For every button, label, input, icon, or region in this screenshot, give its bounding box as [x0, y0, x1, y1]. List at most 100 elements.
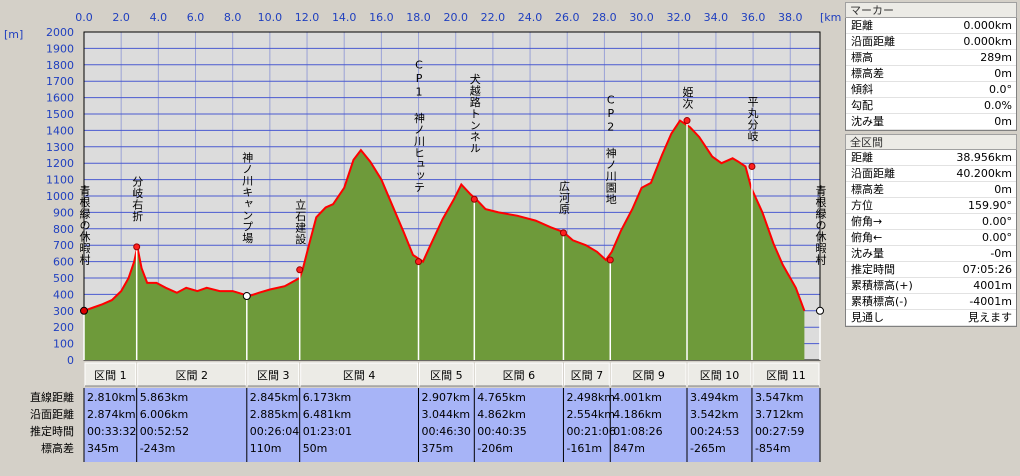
waypoint-marker	[559, 229, 567, 237]
table-row-label: 推定時間	[30, 424, 74, 438]
segment-cell: 2.554km	[566, 408, 615, 421]
marker-row: 距離 0.000km	[846, 18, 1016, 34]
segment-cell: 5.863km	[140, 391, 189, 404]
y-tick-label: 1000	[46, 190, 74, 203]
total-value: 07:05:26	[962, 263, 1012, 276]
x-tick-label: 0.0	[75, 11, 93, 24]
waypoint-label: 立石建設	[294, 198, 307, 245]
waypoint-label: 神ノ川キャンプ場	[241, 151, 254, 245]
segment-cell: 00:52:52	[140, 425, 189, 438]
segment-header-label: 区間 9	[632, 369, 665, 382]
waypoint-marker	[748, 162, 756, 170]
segment-cell: 3.494km	[690, 391, 739, 404]
marker-key: 沈み量	[851, 115, 884, 128]
marker-value: 0m	[994, 67, 1012, 80]
total-row: 方位 159.90°	[846, 198, 1016, 214]
marker-value: 0.0°	[989, 83, 1012, 96]
y-tick-label: 1800	[46, 59, 74, 72]
marker-key: 標高	[851, 51, 873, 64]
y-tick-label: 700	[53, 239, 74, 252]
total-row: 俯角← 0.00°	[846, 230, 1016, 246]
waypoint-label: 平丸分岐	[746, 96, 759, 142]
segment-cell: 375m	[422, 442, 454, 455]
segment-cell: 4.765km	[477, 391, 526, 404]
segment-cell: 6.481km	[303, 408, 352, 421]
marker-row: 標高 289m	[846, 50, 1016, 66]
segment-header-label: 区間 5	[430, 369, 463, 382]
y-tick-label: 500	[53, 272, 74, 285]
x-tick-label: 6.0	[187, 11, 205, 24]
x-tick-label: 38.0	[778, 11, 803, 24]
marker-key: 標高差	[851, 67, 884, 80]
segment-header-label: 区間 1	[94, 369, 127, 382]
total-value: -0m	[990, 247, 1012, 260]
y-tick-label: 1100	[46, 174, 74, 187]
y-tick-label: 800	[53, 223, 74, 236]
x-tick-label: 26.0	[555, 11, 580, 24]
x-tick-label: 18.0	[406, 11, 431, 24]
total-value: 4001m	[973, 279, 1012, 292]
segment-header-label: 区間 11	[766, 369, 806, 382]
segment-cell: 00:33:32	[87, 425, 136, 438]
waypoint-label: 犬越路トンネル	[468, 72, 481, 154]
total-key: 累積標高(+)	[851, 279, 913, 292]
y-tick-label: 100	[53, 338, 74, 351]
segment-cell: 3.044km	[422, 408, 471, 421]
y-tick-label: 900	[53, 206, 74, 219]
waypoint-marker	[683, 117, 691, 125]
x-tick-label: 22.0	[481, 11, 506, 24]
marker-title: マーカー	[845, 2, 1017, 18]
segment-cell: 00:40:35	[477, 425, 526, 438]
marker-table: 距離 0.000km 沿面距離 0.000km 標高 289m 標高差 0m 傾斜 0.0° 勾配 0…	[845, 18, 1017, 131]
x-tick-label: 10.0	[258, 11, 283, 24]
waypoint-marker	[80, 306, 88, 315]
marker-key: 傾斜	[851, 83, 873, 96]
segment-header-label: 区間 6	[503, 369, 536, 382]
x-tick-label: 4.0	[150, 11, 168, 24]
segment-cell: 847m	[613, 442, 645, 455]
segment-cell: 2.874km	[87, 408, 136, 421]
total-row: 俯角→ 0.00°	[846, 214, 1016, 230]
x-tick-label: 24.0	[518, 11, 543, 24]
x-tick-label: 14.0	[332, 11, 357, 24]
x-tick-label: 28.0	[592, 11, 617, 24]
total-row: 見通し 見えます	[846, 310, 1016, 326]
elevation-profile-chart: 0.0 2.0 4.0 6.0 8.0 10.0 12.0 14.0 16.0 18.0 20.0 2…	[0, 11, 842, 462]
marker-key: 勾配	[851, 99, 873, 112]
total-row: 標高差 0m	[846, 182, 1016, 198]
total-row: 推定時間 07:05:26	[846, 262, 1016, 278]
total-box: 全区間 距離 38.956km 沿面距離 40.200km 標高差 0m 方位 159.90°…	[845, 134, 1017, 327]
marker-row: 傾斜 0.0°	[846, 82, 1016, 98]
segment-cell: 6.006km	[140, 408, 189, 421]
total-key: 方位	[851, 199, 873, 212]
segment-header-label: 区間 10	[700, 369, 740, 382]
total-value: 0m	[994, 183, 1012, 196]
total-row: 累積標高(+) 4001m	[846, 278, 1016, 294]
x-axis-ticks: 0.0 2.0 4.0 6.0 8.0 10.0 12.0 14.0 16.0 18.0 20.0 2…	[75, 11, 802, 24]
info-panel: マーカー 距離 0.000km 沿面距離 0.000km 標高 289m 標高差 0m 傾斜 0.…	[843, 0, 1020, 476]
x-tick-label: 20.0	[443, 11, 468, 24]
total-key: 見通し	[851, 311, 884, 324]
marker-value: 0.000km	[963, 19, 1012, 32]
y-axis-ticks: 0 100 200 300 400 500 600 700 800 900 1000 1100 1200…	[46, 26, 74, 367]
segment-header-label: 区間 4	[343, 369, 376, 382]
total-key: 標高差	[851, 183, 884, 196]
total-row: 沿面距離 40.200km	[846, 166, 1016, 182]
total-value: 40.200km	[956, 167, 1012, 180]
total-key: 沿面距離	[851, 167, 895, 180]
segment-cell: 2.810km	[87, 391, 136, 404]
y-tick-label: 600	[53, 256, 74, 269]
x-tick-label: 16.0	[369, 11, 394, 24]
segment-cell: 00:27:59	[755, 425, 804, 438]
waypoint-marker	[816, 306, 824, 315]
total-value: -4001m	[969, 295, 1012, 308]
total-row: 距離 38.956km	[846, 150, 1016, 166]
segment-cell: 2.498km	[566, 391, 615, 404]
segment-cell: 50m	[303, 442, 328, 455]
marker-key: 沿面距離	[851, 35, 895, 48]
waypoints: 青根緑の休暇村 分岐右折 神ノ川キャンプ場 立石建設 CP1 神ノ川ヒュッテ 犬越路トンネ…	[78, 58, 827, 360]
x-tick-label: 8.0	[224, 11, 242, 24]
table-row-label: 沿面距離	[30, 407, 74, 421]
segment-header-label: 区間 2	[175, 369, 208, 382]
